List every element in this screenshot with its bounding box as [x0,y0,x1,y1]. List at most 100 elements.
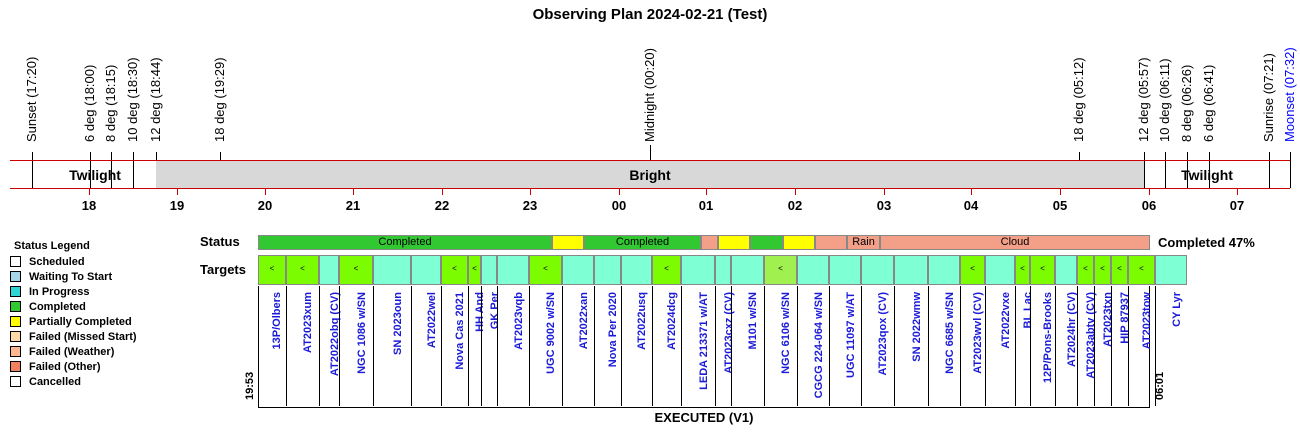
hour-label: 01 [698,198,714,213]
target-cell[interactable] [985,255,1015,285]
target-name[interactable]: SN 2023oun [391,292,404,355]
target-name[interactable]: AT2023tow [1141,292,1153,350]
target-cell[interactable]: < [960,255,985,285]
status-segment[interactable] [783,235,815,250]
event-label: Midnight (00:20) [642,48,657,142]
target-cell[interactable]: < [339,255,373,285]
hour-tick [265,189,266,195]
status-segment[interactable] [718,235,750,250]
target-name[interactable]: AT2022xan [577,292,590,350]
status-row-label: Status [200,234,240,249]
legend-swatch [10,286,21,297]
target-cell[interactable]: < [529,255,562,285]
target-cell[interactable]: < [286,255,319,285]
target-cell[interactable] [411,255,441,285]
target-cell[interactable] [731,255,764,285]
target-cell[interactable] [894,255,928,285]
executed-footer: EXECUTED (V1) [654,410,754,425]
target-name[interactable]: 12P/Pons-Brooks [1042,292,1054,384]
target-cell[interactable] [1155,255,1187,285]
legend-swatch [10,256,21,267]
target-name[interactable]: AT2022vxe [999,292,1012,349]
legend-swatch [10,361,21,372]
target-cell[interactable] [594,255,621,285]
event-tick [1144,152,1145,188]
hour-label: 05 [1052,198,1068,213]
target-cell[interactable]: < [652,255,681,285]
status-segment[interactable]: Cloud [880,235,1150,250]
hour-label: 03 [876,198,892,213]
twilight-left-label: Twilight [69,167,121,183]
hour-tick [884,189,885,195]
target-cell[interactable]: < [1030,255,1055,285]
target-name[interactable]: CY Lyr [1170,292,1183,327]
target-name[interactable]: AT2023vqb [512,292,525,350]
target-name[interactable]: Nova Per 2020 [607,292,619,368]
target-name[interactable]: NGC 1086 w/SN [355,292,368,374]
target-name[interactable]: UGC 11097 w/AT [844,292,857,378]
status-segment[interactable] [750,235,783,250]
target-cell[interactable]: < [468,255,481,285]
target-name-column: AT2023txn [1094,286,1114,406]
target-cell[interactable] [562,255,594,285]
target-cell[interactable] [829,255,861,285]
target-cell[interactable] [797,255,829,285]
event-tick [90,152,91,188]
status-segment[interactable] [701,235,718,250]
target-name[interactable]: LEDA 213371 w/AT [697,292,710,390]
hour-tick [353,189,354,195]
target-cell[interactable]: < [1015,255,1030,285]
target-name[interactable]: AT2024hr (CV) [1065,292,1078,367]
target-name[interactable]: CGCG 224-064 w/SN [812,292,825,399]
target-cell[interactable]: < [1094,255,1111,285]
target-name-column: M101 w/SN [731,286,764,406]
target-name[interactable]: AT2023wvl (CV) [972,292,984,374]
target-name[interactable]: AT2022usq [636,292,648,350]
hour-label: 00 [611,198,627,213]
target-cell[interactable] [481,255,497,285]
target-cell[interactable] [715,255,731,285]
hour-label: 23 [522,198,538,213]
target-cell[interactable] [319,255,339,285]
target-name[interactable]: AT2023xum [302,292,314,353]
legend-swatch [10,271,21,282]
hour-tick [619,189,620,195]
legend-swatch [10,331,21,342]
target-cell[interactable]: < [1128,255,1155,285]
target-name[interactable]: 13P/Olbers [271,292,283,350]
target-name[interactable]: AT2024dcg [666,292,678,350]
event-tick [111,152,112,188]
status-segment[interactable] [552,235,584,250]
event-label: 18 deg (05:12) [1071,57,1086,142]
target-cell[interactable] [621,255,652,285]
legend-item: Failed (Other) [10,361,101,375]
target-name[interactable]: UGC 9002 w/SN [545,292,557,374]
status-segment[interactable] [815,235,847,250]
status-segment[interactable]: Rain [847,235,880,250]
target-name[interactable]: AT2022wel [425,292,438,349]
hour-label: 20 [257,198,273,213]
target-cell[interactable] [681,255,715,285]
target-name[interactable]: AT2023qox (CV) [877,292,889,376]
target-cell[interactable] [861,255,894,285]
target-name[interactable]: M101 w/SN [747,292,759,350]
target-cell[interactable]: < [258,255,286,285]
target-cell[interactable] [497,255,529,285]
target-cell[interactable]: < [441,255,468,285]
target-cell[interactable] [928,255,960,285]
event-tick [650,145,651,161]
event-tick [133,152,134,188]
target-name[interactable]: NGC 6106 w/SN [780,292,792,374]
target-cell[interactable] [1055,255,1077,285]
target-cell[interactable]: < [1111,255,1128,285]
status-segment[interactable]: Completed [258,235,552,250]
target-cell[interactable] [373,255,411,285]
target-name[interactable]: Nova Cas 2021 [454,292,466,370]
target-cell[interactable]: < [764,255,797,285]
status-segment[interactable]: Completed [584,235,701,250]
target-name[interactable]: SN 2022wmw [910,292,923,362]
target-name[interactable]: NGC 6685 w/SN [943,292,956,374]
legend-title: Status Legend [14,240,90,252]
legend-item: Partially Completed [10,316,132,330]
target-cell[interactable]: < [1077,255,1094,285]
